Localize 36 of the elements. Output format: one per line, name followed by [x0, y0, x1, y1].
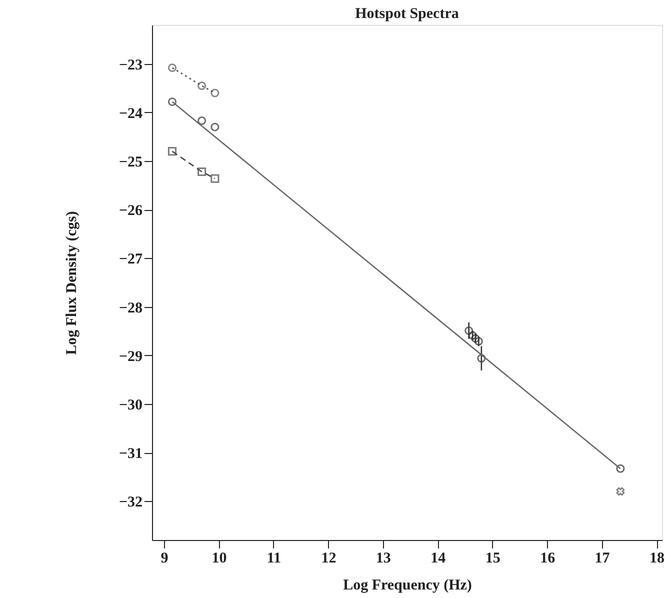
x-tick-label: 12 [321, 550, 336, 566]
x-tick-label: 13 [376, 550, 391, 566]
y-tick-label: −27 [118, 252, 143, 268]
x-tick-label: 14 [430, 550, 446, 566]
point [471, 334, 480, 343]
y-axis-title: Log Flux Density (cgs) [64, 211, 80, 355]
x-tick-label: 18 [650, 550, 665, 566]
y-tick-label: −25 [118, 154, 142, 171]
point [168, 97, 177, 106]
x-axis-title: Log Frequency (Hz) [343, 578, 472, 594]
y-tick-label: −24 [118, 106, 143, 122]
point [210, 174, 220, 183]
x-tick-label: 9 [160, 550, 168, 566]
y-tick-label: −26 [118, 203, 143, 220]
point [198, 81, 206, 90]
point [477, 354, 486, 363]
point [210, 88, 220, 98]
point [168, 63, 177, 72]
y-tick-label: −23 [118, 57, 142, 74]
y-tick-label: −32 [118, 494, 142, 511]
y-tick-label: −30 [118, 397, 142, 414]
x-tick-label: 15 [485, 550, 500, 566]
x-tick-label: 11 [266, 550, 282, 566]
point [616, 464, 625, 473]
y-tick-label: −28 [118, 300, 142, 316]
point [168, 147, 177, 156]
x-tick-label: 10 [212, 550, 227, 566]
point [210, 122, 220, 132]
x-tick-label: 17 [594, 550, 610, 566]
chart-title: Hotspot Spectra [355, 6, 460, 22]
y-tick-label: −31 [118, 446, 142, 462]
y-tick-label: −29 [118, 348, 142, 365]
point [198, 116, 206, 125]
point [198, 167, 206, 176]
point [616, 487, 625, 496]
x-tick-label: 16 [540, 550, 556, 566]
